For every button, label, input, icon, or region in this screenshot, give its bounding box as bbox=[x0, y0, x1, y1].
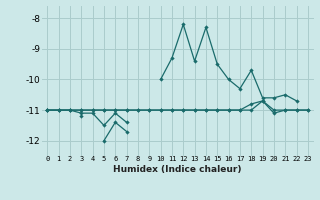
X-axis label: Humidex (Indice chaleur): Humidex (Indice chaleur) bbox=[113, 165, 242, 174]
